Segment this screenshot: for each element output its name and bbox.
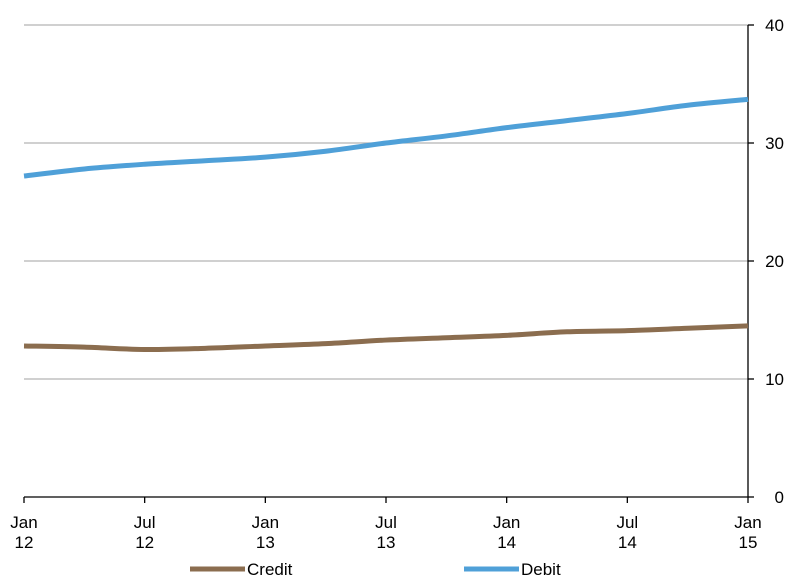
- series-line-credit: [23, 323, 749, 353]
- legend-label-debit: Debit: [521, 560, 561, 577]
- x-tick-label-month-5: Jul: [616, 513, 638, 532]
- x-tick-label-month-3: Jul: [375, 513, 397, 532]
- y-tick-label-30: 30: [765, 134, 784, 153]
- x-tick-label-month-6: Jan: [734, 513, 761, 532]
- x-tick-label-year-4: 14: [497, 533, 516, 552]
- x-tick-label-year-3: 13: [377, 533, 396, 552]
- y-tick-label-20: 20: [765, 252, 784, 271]
- y-tick-label-40: 40: [765, 16, 784, 35]
- y-tick-label-0: 0: [775, 488, 784, 507]
- x-tick-label-month-0: Jan: [10, 513, 37, 532]
- x-tick-label-year-0: 12: [15, 533, 34, 552]
- x-tick-label-month-4: Jan: [493, 513, 520, 532]
- x-tick-label-year-1: 12: [135, 533, 154, 552]
- x-tick-label-year-6: 15: [739, 533, 758, 552]
- x-tick-label-year-2: 13: [256, 533, 275, 552]
- x-tick-label-year-5: 14: [618, 533, 637, 552]
- legend-label-credit: Credit: [247, 560, 293, 577]
- x-tick-label-month-2: Jan: [252, 513, 279, 532]
- series-line-debit: [23, 96, 749, 179]
- x-tick-label-month-1: Jul: [134, 513, 156, 532]
- y-tick-label-10: 10: [765, 370, 784, 389]
